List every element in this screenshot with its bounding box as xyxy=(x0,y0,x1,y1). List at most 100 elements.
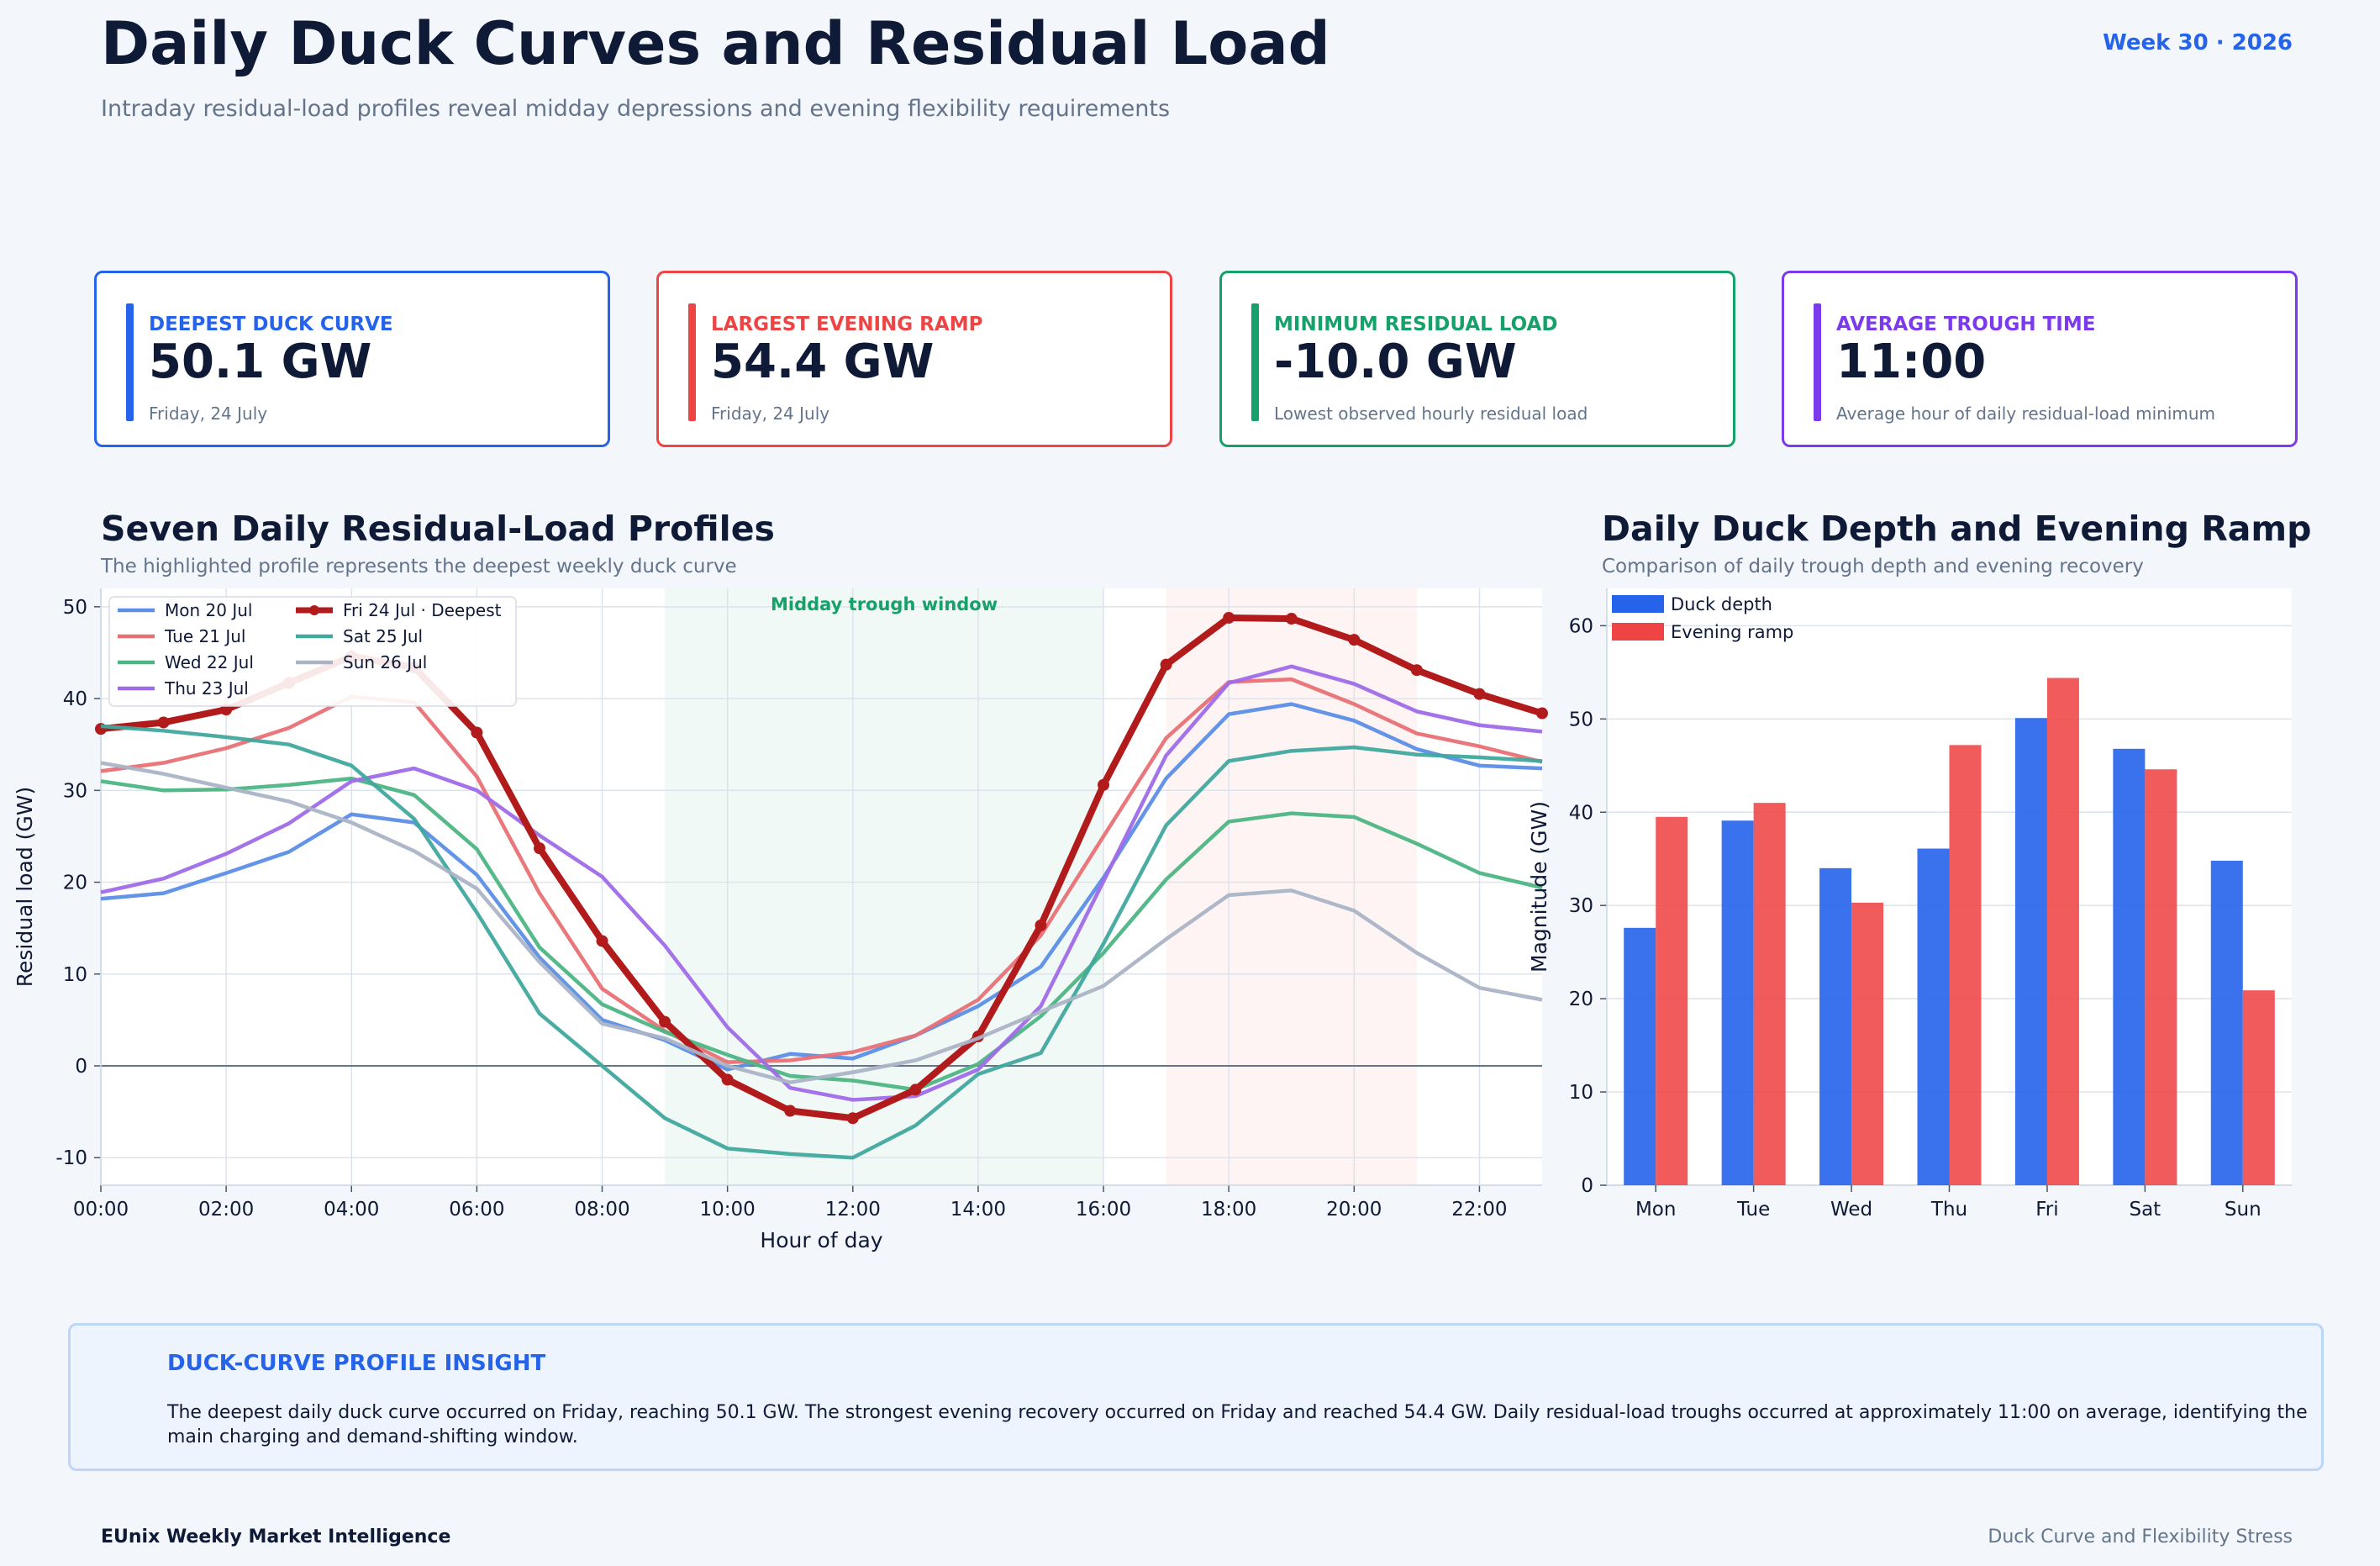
x-tick-label: 22:00 xyxy=(1451,1199,1507,1221)
highlight-point xyxy=(1410,664,1423,677)
bar-chart-title: Daily Duck Depth and Evening Ramp xyxy=(1602,509,2312,549)
bar-duck-depth xyxy=(2014,718,2047,1185)
insight-text: The deepest daily duck curve occurred on… xyxy=(167,1402,2308,1447)
legend-label: Thu 23 Jul xyxy=(164,678,249,699)
highlight-point xyxy=(1536,707,1548,720)
y-tick-label: 50 xyxy=(1569,709,1593,730)
x-tick-label: Fri xyxy=(2035,1199,2058,1221)
y-tick-label: -10 xyxy=(55,1147,87,1169)
kpi-card-evening-ramp: LARGEST EVENING RAMP 54.4 GW Friday, 24 … xyxy=(656,271,1172,447)
legend-label: Evening ramp xyxy=(1671,622,1793,642)
kpi-accent-bar xyxy=(688,303,696,421)
y-tick-label: 30 xyxy=(63,780,87,802)
x-tick-label: 14:00 xyxy=(950,1199,1006,1221)
legend-label: Sun 26 Jul xyxy=(343,652,427,672)
highlight-point xyxy=(1285,613,1298,625)
evening-ramp-band xyxy=(1166,588,1417,1185)
bar-duck-depth xyxy=(2113,748,2146,1185)
x-tick-label: 06:00 xyxy=(449,1199,504,1221)
insight-title: DUCK-CURVE PROFILE INSIGHT xyxy=(167,1351,546,1376)
kpi-label: MINIMUM RESIDUAL LOAD xyxy=(1274,314,1558,335)
bar-chart-subtitle: Comparison of daily trough depth and eve… xyxy=(1602,556,2144,577)
legend-label: Tue 21 Jul xyxy=(164,626,245,646)
bar-chart-legend: Duck depth Evening ramp xyxy=(1612,594,1793,642)
highlight-point xyxy=(784,1105,797,1117)
kpi-accent-bar xyxy=(1814,303,1821,421)
highlight-point xyxy=(1473,688,1486,700)
kpi-value: 50.1 GW xyxy=(149,335,372,389)
insight-box: DUCK-CURVE PROFILE INSIGHT The deepest d… xyxy=(68,1323,2324,1471)
kpi-accent-bar xyxy=(1251,303,1259,421)
y-tick-label: 50 xyxy=(63,597,87,619)
highlight-point xyxy=(1035,919,1047,931)
highlight-point xyxy=(721,1073,734,1086)
highlight-point xyxy=(1160,658,1172,671)
kpi-note: Friday, 24 July xyxy=(711,403,830,424)
bar-chart: 0 10 20 30 40 50 60 Mon Tue Wed Thu Fri Sat Sun Magnit… xyxy=(1530,588,2292,1221)
legend-frame xyxy=(108,596,517,707)
page-title: Daily Duck Curves and Residual Load xyxy=(101,9,1330,78)
series-line-sat xyxy=(100,724,1543,1160)
highlight-point xyxy=(1223,611,1235,624)
kpi-label: DEEPEST DUCK CURVE xyxy=(149,314,393,335)
bar-evening-ramp xyxy=(2046,678,2079,1185)
highlight-point xyxy=(846,1112,859,1125)
bar-duck-depth xyxy=(1819,867,1852,1185)
legend-label: Sat 25 Jul xyxy=(343,626,423,646)
highlight-point xyxy=(471,726,483,739)
y-tick-label: 10 xyxy=(63,964,87,986)
legend-label: Duck depth xyxy=(1671,594,1772,614)
y-tick-label: 20 xyxy=(1569,989,1593,1010)
series-line-sun xyxy=(100,761,1543,1084)
footer-topic: Duck Curve and Flexibility Stress xyxy=(1988,1526,2293,1548)
page-subtitle: Intraday residual-load profiles reveal m… xyxy=(101,96,1171,122)
kpi-value: -10.0 GW xyxy=(1274,335,1517,389)
legend-swatch xyxy=(1612,595,1664,613)
legend-marker xyxy=(309,605,319,615)
bar-evening-ramp xyxy=(2145,769,2177,1185)
line-chart-legend: Mon 20 Jul Tue 21 Jul Wed 22 Jul Thu 23 Jul… xyxy=(108,596,517,707)
kpi-note: Lowest observed hourly residual load xyxy=(1274,403,1588,424)
kpi-card-trough-time: AVERAGE TROUGH TIME 11:00 Average hour o… xyxy=(1782,271,2298,447)
x-tick-label: 12:00 xyxy=(825,1199,881,1221)
y-tick-label: 40 xyxy=(63,688,87,710)
y-tick-label: 0 xyxy=(75,1056,87,1078)
kpi-card-deepest-duck: DEEPEST DUCK CURVE 50.1 GW Friday, 24 Ju… xyxy=(94,271,610,447)
x-tick-label: 00:00 xyxy=(73,1199,129,1221)
bar-duck-depth xyxy=(1624,927,1656,1185)
x-tick-label: Thu xyxy=(1930,1199,1967,1221)
bar-evening-ramp xyxy=(2242,990,2275,1185)
highlight-point xyxy=(1348,634,1361,646)
bar-duck-depth xyxy=(1721,820,1754,1185)
kpi-value: 54.4 GW xyxy=(711,335,935,389)
kpi-note: Average hour of daily residual-load mini… xyxy=(1836,403,2216,424)
line-chart-title: Seven Daily Residual-Load Profiles xyxy=(101,509,775,549)
bar-duck-depth xyxy=(1917,848,1950,1185)
x-tick-label: 18:00 xyxy=(1201,1199,1256,1221)
legend-swatch xyxy=(1612,623,1664,641)
midday-trough-band xyxy=(665,588,1104,1185)
bar-duck-depth xyxy=(2210,860,2243,1185)
line-chart-subtitle: The highlighted profile represents the d… xyxy=(101,556,737,577)
highlight-point xyxy=(659,1015,671,1028)
highlight-point xyxy=(909,1084,922,1096)
bar-evening-ramp xyxy=(1949,745,1982,1185)
line-chart: -10 0 10 20 30 40 50 00:00 02:00 04:00 06:00 08:00 1… xyxy=(13,588,1548,1252)
x-axis-label: Hour of day xyxy=(760,1228,882,1252)
x-tick-label: Sun xyxy=(2225,1199,2262,1221)
x-tick-label: 02:00 xyxy=(198,1199,254,1221)
x-tick-label: 16:00 xyxy=(1076,1199,1131,1221)
y-axis-label: Magnitude (GW) xyxy=(1530,801,1551,973)
y-tick-label: 10 xyxy=(1569,1082,1593,1104)
x-tick-label: Wed xyxy=(1830,1199,1872,1221)
highlight-point xyxy=(157,716,170,729)
x-tick-label: 10:00 xyxy=(700,1199,756,1221)
series-line-thu xyxy=(100,664,1543,1102)
week-label: Week 30 · 2026 xyxy=(2103,30,2293,55)
y-axis-label: Residual load (GW) xyxy=(13,787,37,988)
legend-label: Fri 24 Jul · Deepest xyxy=(343,600,502,620)
x-tick-label: Tue xyxy=(1736,1199,1770,1221)
footer-brand: EUnix Weekly Market Intelligence xyxy=(101,1526,451,1548)
y-tick-label: 40 xyxy=(1569,802,1593,824)
kpi-value: 11:00 xyxy=(1836,335,1987,389)
